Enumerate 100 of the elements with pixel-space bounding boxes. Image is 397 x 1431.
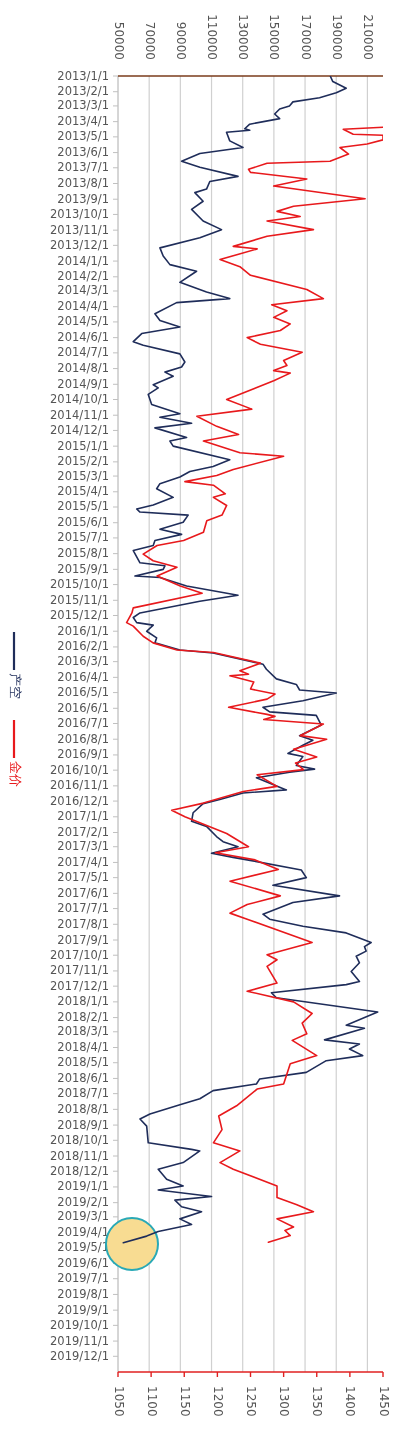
x-tick-label: 1300 <box>277 1386 292 1417</box>
y-tick-label: 2018/4/1 <box>57 1039 109 1054</box>
y-tick-label: 2018/1/1 <box>57 994 109 1009</box>
y-tick-label: 2014/6/1 <box>57 330 109 345</box>
y-tick-label: 2014/11/1 <box>50 407 109 422</box>
y-tick-label: 2018/11/1 <box>50 1148 109 1163</box>
y-tick-label: 2013/12/1 <box>50 237 109 252</box>
y-tick-label: 2018/9/1 <box>57 1117 109 1132</box>
y-tick-label: 2019/6/1 <box>57 1255 109 1270</box>
y-tick-label: 2017/7/1 <box>57 901 109 916</box>
y-tick-label: 2013/6/1 <box>57 145 109 160</box>
y-tick-label: 2013/3/1 <box>57 98 109 113</box>
y-tick-label: 2015/2/1 <box>57 454 109 469</box>
x2-tick-label: 110000 <box>205 14 220 60</box>
y-tick-label: 2019/8/1 <box>57 1286 109 1301</box>
y-tick-label: 2016/7/1 <box>57 715 109 730</box>
y-tick-label: 2015/1/1 <box>57 438 109 453</box>
y-tick-label: 2019/3/1 <box>57 1209 109 1224</box>
y-tick-label: 2014/3/1 <box>57 283 109 298</box>
x2-tick-label: 150000 <box>267 14 282 60</box>
y-tick-label: 2019/4/1 <box>57 1225 109 1240</box>
y-tick-label: 2014/8/1 <box>57 361 109 376</box>
y-tick-label: 2016/9/1 <box>57 747 109 762</box>
y-tick-label: 2013/7/1 <box>57 160 109 175</box>
y-tick-label: 2016/6/1 <box>57 700 109 715</box>
x2-tick-label: 70000 <box>142 21 157 60</box>
y-tick-label: 2017/3/1 <box>57 839 109 854</box>
y-tick-label: 2015/10/1 <box>50 577 109 592</box>
y-tick-label: 2018/8/1 <box>57 1101 109 1116</box>
y-tick-label: 2013/9/1 <box>57 191 109 206</box>
y-tick-label: 2018/12/1 <box>50 1163 109 1178</box>
y-tick-label: 2019/12/1 <box>50 1348 109 1363</box>
y-tick-label: 2014/10/1 <box>50 391 109 406</box>
x-tick-label: 1450 <box>376 1386 391 1417</box>
y-tick-label: 2017/9/1 <box>57 932 109 947</box>
x2-tick-label: 210000 <box>360 14 375 60</box>
y-tick-label: 2015/11/1 <box>50 592 109 607</box>
y-tick-label: 2015/7/1 <box>57 530 109 545</box>
y-tick-label: 2015/5/1 <box>57 499 109 514</box>
y-tick-label: 2016/8/1 <box>57 731 109 746</box>
y-tick-label: 2018/6/1 <box>57 1070 109 1085</box>
x-tick-label: 1150 <box>177 1386 192 1417</box>
y-tick-label: 2013/8/1 <box>57 175 109 190</box>
y-tick-label: 2014/12/1 <box>50 422 109 437</box>
x-tick-label: 1350 <box>310 1386 325 1417</box>
y-tick-label: 2013/2/1 <box>57 84 109 99</box>
y-tick-label: 2017/8/1 <box>57 916 109 931</box>
y-tick-label: 2019/9/1 <box>57 1302 109 1317</box>
x-tick-label: 1050 <box>111 1386 126 1417</box>
y-tick-label: 2018/5/1 <box>57 1055 109 1070</box>
y-tick-label: 2015/8/1 <box>57 546 109 561</box>
y-tick-label: 2019/11/1 <box>50 1333 109 1348</box>
y-tick-label: 2017/6/1 <box>57 885 109 900</box>
text: 金价 <box>7 761 23 787</box>
y-tick-label: 2017/4/1 <box>57 854 109 869</box>
y-tick-label: 2016/10/1 <box>50 762 109 777</box>
y-tick-label: 2018/10/1 <box>50 1132 109 1147</box>
y-tick-label: 2016/11/1 <box>50 778 109 793</box>
y-tick-label: 2018/3/1 <box>57 1024 109 1039</box>
y-tick-label: 2017/10/1 <box>50 947 109 962</box>
x2-tick-label: 170000 <box>298 14 313 60</box>
y-tick-label: 2014/1/1 <box>57 253 109 268</box>
y-tick-label: 2015/3/1 <box>57 468 109 483</box>
y-tick-label: 2018/7/1 <box>57 1086 109 1101</box>
y-tick-label: 2014/9/1 <box>57 376 109 391</box>
y-tick-label: 2015/4/1 <box>57 484 109 499</box>
y-tick-label: 2013/5/1 <box>57 129 109 144</box>
y-tick-label: 2014/4/1 <box>57 299 109 314</box>
y-tick-label: 2017/5/1 <box>57 870 109 885</box>
y-tick-label: 2017/11/1 <box>50 963 109 978</box>
y-tick-label: 2016/5/1 <box>57 685 109 700</box>
x-tick-label: 1200 <box>210 1386 225 1417</box>
y-tick-label: 2016/12/1 <box>50 793 109 808</box>
x2-tick-label: 90000 <box>173 21 188 60</box>
y-tick-label: 2016/3/1 <box>57 654 109 669</box>
x-tick-label: 1100 <box>144 1386 159 1417</box>
x2-tick-label: 130000 <box>236 14 251 60</box>
y-tick-label: 2013/10/1 <box>50 206 109 221</box>
y-tick-label: 2013/4/1 <box>57 114 109 129</box>
y-tick-label: 2016/2/1 <box>57 639 109 654</box>
x2-tick-label: 190000 <box>329 14 344 60</box>
y-tick-label: 2015/9/1 <box>57 561 109 576</box>
text: 产空 <box>7 673 23 699</box>
y-tick-label: 2017/2/1 <box>57 825 109 840</box>
y-tick-label: 2014/5/1 <box>57 314 109 329</box>
y-tick-label: 2015/6/1 <box>57 515 109 530</box>
x-tick-label: 1400 <box>343 1386 358 1417</box>
y-tick-label: 2013/1/1 <box>57 68 109 83</box>
y-tick-label: 2019/5/1 <box>57 1240 109 1255</box>
x2-tick-label: 50000 <box>111 21 126 60</box>
y-tick-label: 2014/7/1 <box>57 345 109 360</box>
y-tick-label: 2014/2/1 <box>57 269 109 284</box>
y-tick-label: 2015/12/1 <box>50 607 109 622</box>
y-tick-label: 2016/4/1 <box>57 669 109 684</box>
y-tick-label: 2017/1/1 <box>57 809 109 824</box>
y-tick-label: 2016/1/1 <box>57 623 109 638</box>
y-tick-label: 2018/2/1 <box>57 1010 109 1025</box>
y-tick-label: 2019/10/1 <box>50 1317 109 1332</box>
y-tick-label: 2013/11/1 <box>50 222 109 237</box>
x-tick-label: 1250 <box>244 1386 258 1417</box>
